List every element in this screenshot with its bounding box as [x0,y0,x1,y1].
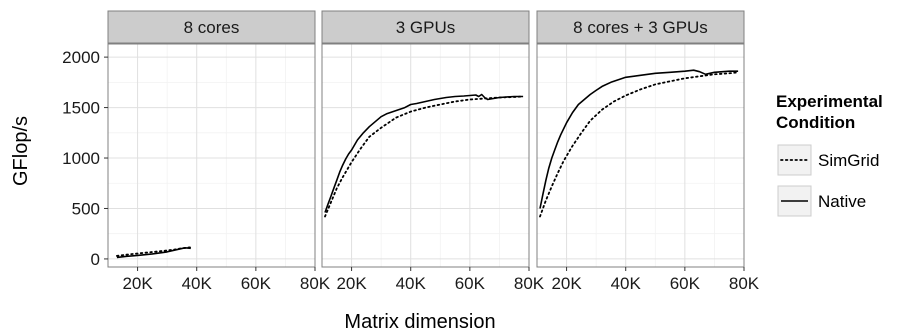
series-line-native [324,93,524,213]
series-line-simgrid [539,71,739,218]
y-tick-label: 1500 [62,99,100,118]
series-line-native [539,69,739,209]
legend-entry-native: Native [777,185,866,217]
y-axis: 0 500 1000 1500 2000 [62,48,108,269]
panel-border [107,43,316,268]
x-tick-label: 60K [455,274,486,293]
y-tick-label: 500 [72,199,100,218]
legend-label: Native [818,192,866,211]
legend-entry-simgrid: SimGrid [777,144,879,176]
panel-background [108,44,315,267]
x-tick-label: 80K [514,274,545,293]
x-tick-label: 60K [670,274,701,293]
legend-label: SimGrid [818,151,879,170]
panel-strip [107,10,316,44]
x-tick-label: 60K [241,274,272,293]
x-axis: 20K 40K 60K 80K [551,267,760,293]
y-tick-label: 0 [91,250,100,269]
y-tick-label: 1000 [62,149,100,168]
panel-strip [321,10,530,44]
legend-title: Condition [776,113,855,132]
y-axis-title: GFlop/s [10,116,32,186]
series-line-native [116,247,191,259]
panel-border [536,43,745,268]
panel-title: 8 cores + 3 GPUs [573,18,708,37]
x-tick-label: 20K [551,274,582,293]
panel-1: 3 GPUs 20K 40K 60K 80K [321,10,545,293]
panel-border [321,43,530,268]
panel-title: 3 GPUs [396,18,456,37]
x-tick-label: 20K [122,274,153,293]
x-axis: 20K 40K 60K 80K [122,267,331,293]
y-tick-label: 2000 [62,48,100,67]
x-tick-label: 80K [300,274,331,293]
x-axis-title: Matrix dimension [344,311,495,333]
series-line-simgrid [116,246,192,257]
panel-0: 8 cores 20K 40K 60K 80K [107,10,331,293]
panel-title: 8 cores [184,18,240,37]
x-tick-label: 40K [396,274,427,293]
panel-2: 8 cores + 3 GPUs 20K 40K 60K 80K [536,10,760,293]
legend-title: Experimental [776,92,883,111]
x-axis: 20K 40K 60K 80K [336,267,545,293]
legend: Experimental Condition SimGrid Native [776,92,883,217]
panel-strip [536,10,745,44]
x-tick-label: 40K [182,274,213,293]
panel-background [537,44,744,267]
x-tick-label: 20K [336,274,367,293]
x-tick-label: 40K [611,274,642,293]
x-tick-label: 80K [729,274,760,293]
